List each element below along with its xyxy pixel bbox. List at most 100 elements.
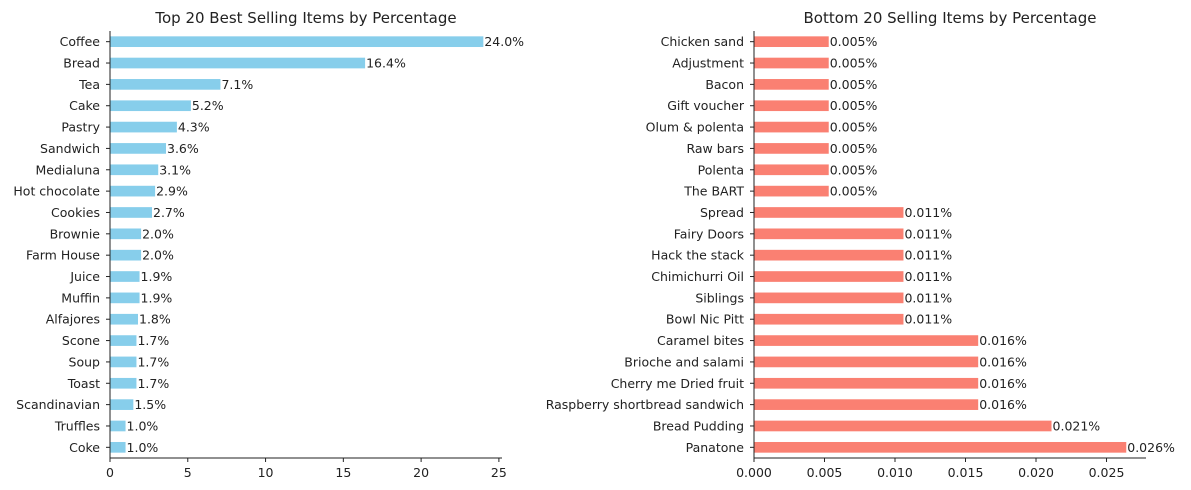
category-label: The BART bbox=[683, 184, 744, 199]
x-tick-label: 10 bbox=[258, 465, 274, 480]
data-label: 0.026% bbox=[1127, 440, 1175, 455]
bar bbox=[110, 207, 152, 218]
category-label: Cookies bbox=[51, 205, 100, 220]
bar bbox=[754, 164, 829, 176]
data-label: 0.005% bbox=[830, 98, 878, 113]
bar bbox=[110, 399, 134, 410]
bar bbox=[110, 79, 221, 90]
top-chart: Top 20 Best Selling Items by Percentage C… bbox=[13, 9, 524, 480]
bar bbox=[110, 121, 177, 133]
bar bbox=[754, 420, 1052, 432]
bar bbox=[110, 271, 140, 282]
bar bbox=[754, 249, 904, 261]
x-tick-label: 0.010 bbox=[877, 465, 913, 480]
category-label: Sandwich bbox=[40, 141, 100, 156]
data-label: 0.005% bbox=[830, 34, 878, 49]
bar bbox=[110, 228, 142, 240]
bottom-chart-title: Bottom 20 Selling Items by Percentage bbox=[804, 9, 1097, 27]
category-label: Pastry bbox=[61, 120, 100, 135]
data-label: 1.9% bbox=[141, 269, 173, 284]
category-label: Cherry me Dried fruit bbox=[611, 376, 744, 391]
data-label: 1.7% bbox=[137, 354, 169, 369]
data-label: 1.8% bbox=[139, 312, 171, 327]
data-label: 0.005% bbox=[830, 56, 878, 71]
category-label: Bowl Nic Pitt bbox=[666, 312, 744, 327]
top-chart-title: Top 20 Best Selling Items by Percentage bbox=[154, 9, 456, 27]
category-label: Cake bbox=[69, 98, 100, 113]
category-label: Olum & polenta bbox=[646, 120, 744, 135]
bar bbox=[754, 121, 829, 133]
data-label: 0.016% bbox=[979, 333, 1027, 348]
category-label: Adjustment bbox=[672, 56, 744, 71]
category-label: Hot chocolate bbox=[13, 184, 100, 199]
bar bbox=[754, 79, 829, 90]
category-label: Bread Pudding bbox=[653, 418, 744, 433]
x-tick-label: 15 bbox=[335, 465, 351, 480]
data-label: 0.016% bbox=[979, 397, 1027, 412]
category-label: Bacon bbox=[705, 77, 744, 92]
bar bbox=[110, 36, 484, 48]
category-label: Coffee bbox=[60, 34, 101, 49]
bar bbox=[110, 335, 137, 346]
bar bbox=[754, 36, 829, 48]
data-label: 1.7% bbox=[137, 333, 169, 348]
category-label: Tea bbox=[78, 77, 100, 92]
bar bbox=[754, 100, 829, 112]
data-label: 0.005% bbox=[830, 184, 878, 199]
bar bbox=[110, 377, 137, 389]
category-label: Chicken sand bbox=[661, 34, 744, 49]
data-label: 4.3% bbox=[178, 120, 210, 135]
bar bbox=[110, 420, 126, 432]
x-tick-label: 0.005 bbox=[807, 465, 843, 480]
category-label: Brioche and salami bbox=[624, 354, 744, 369]
data-label: 1.5% bbox=[134, 397, 166, 412]
data-label: 0.016% bbox=[979, 376, 1027, 391]
category-label: Raspberry shortbread sandwich bbox=[546, 397, 744, 412]
bar bbox=[110, 185, 156, 197]
category-label: Panatone bbox=[686, 440, 745, 455]
category-label: Fairy Doors bbox=[674, 226, 744, 241]
data-label: 0.011% bbox=[904, 205, 952, 220]
category-label: Hack the stack bbox=[651, 248, 745, 263]
x-tick-label: 0 bbox=[106, 465, 114, 480]
bar bbox=[754, 57, 829, 69]
bar bbox=[110, 441, 126, 453]
category-label: Siblings bbox=[695, 290, 744, 305]
category-label: Bread bbox=[63, 56, 100, 71]
data-label: 2.0% bbox=[142, 226, 174, 241]
data-label: 5.2% bbox=[192, 98, 224, 113]
category-label: Toast bbox=[67, 376, 100, 391]
x-tick-label: 5 bbox=[184, 465, 192, 480]
category-label: Caramel bites bbox=[657, 333, 744, 348]
category-label: Coke bbox=[69, 440, 100, 455]
data-label: 16.4% bbox=[366, 56, 406, 71]
bar bbox=[110, 57, 366, 69]
category-label: Spread bbox=[700, 205, 744, 220]
bar bbox=[754, 143, 829, 154]
data-label: 0.016% bbox=[979, 354, 1027, 369]
data-label: 3.1% bbox=[159, 162, 191, 177]
data-label: 0.005% bbox=[830, 141, 878, 156]
data-label: 3.6% bbox=[167, 141, 199, 156]
bar bbox=[754, 356, 979, 368]
data-label: 2.0% bbox=[142, 248, 174, 263]
x-tick-label: 25 bbox=[491, 465, 507, 480]
data-label: 0.011% bbox=[904, 290, 952, 305]
data-label: 2.9% bbox=[156, 184, 188, 199]
data-label: 0.005% bbox=[830, 162, 878, 177]
bar bbox=[754, 335, 979, 346]
category-label: Brownie bbox=[50, 226, 101, 241]
category-label: Muffin bbox=[61, 290, 100, 305]
bar bbox=[754, 441, 1127, 453]
data-label: 2.7% bbox=[153, 205, 185, 220]
bar bbox=[754, 185, 829, 197]
data-label: 0.005% bbox=[830, 77, 878, 92]
bar bbox=[754, 207, 904, 218]
bar bbox=[110, 143, 166, 154]
bar bbox=[110, 356, 137, 368]
bottom-chart: Bottom 20 Selling Items by Percentage Chi… bbox=[546, 9, 1175, 480]
category-label: Truffles bbox=[54, 418, 100, 433]
data-label: 7.1% bbox=[221, 77, 253, 92]
data-label: 0.021% bbox=[1053, 418, 1101, 433]
